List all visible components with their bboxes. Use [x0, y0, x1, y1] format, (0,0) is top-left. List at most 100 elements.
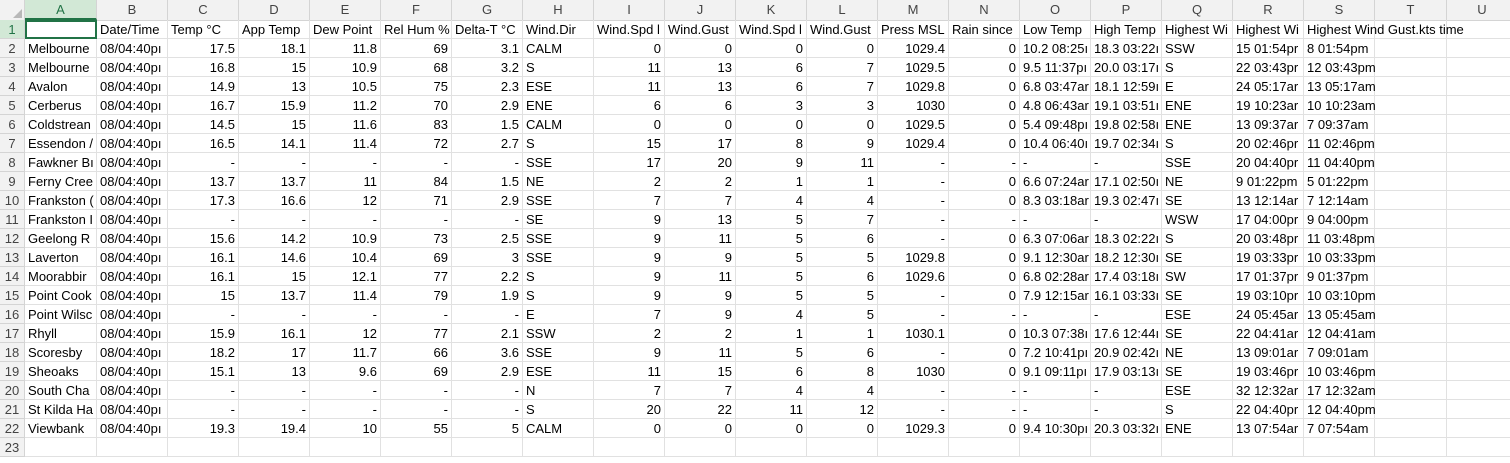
cell-b16[interactable]: 08/04:40pı: [97, 305, 168, 324]
cell-m16[interactable]: -: [878, 305, 949, 324]
cell-r23[interactable]: [1233, 438, 1304, 457]
column-header-a[interactable]: A: [25, 0, 97, 20]
cell-q4[interactable]: E: [1162, 77, 1233, 96]
cell-d14[interactable]: 15: [239, 267, 310, 286]
cell-t18[interactable]: [1375, 343, 1447, 362]
cell-e13[interactable]: 10.4: [310, 248, 381, 267]
cell-m19[interactable]: 1030: [878, 362, 949, 381]
cell-k10[interactable]: 4: [736, 191, 807, 210]
cell-l18[interactable]: 6: [807, 343, 878, 362]
cell-t9[interactable]: [1375, 172, 1447, 191]
cell-s4[interactable]: 13 05:17am: [1304, 77, 1376, 96]
cell-o4[interactable]: 6.8 03:47ar: [1020, 77, 1091, 96]
cell-i11[interactable]: 9: [594, 210, 665, 229]
cell-t5[interactable]: [1375, 96, 1447, 115]
cell-u17[interactable]: [1447, 324, 1510, 343]
cell-f20[interactable]: -: [381, 381, 452, 400]
cell-q13[interactable]: SE: [1162, 248, 1233, 267]
cell-m13[interactable]: 1029.8: [878, 248, 949, 267]
cell-g18[interactable]: 3.6: [452, 343, 523, 362]
cell-i6[interactable]: 0: [594, 115, 665, 134]
column-header-s[interactable]: S: [1304, 0, 1375, 20]
column-header-k[interactable]: K: [736, 0, 807, 20]
cell-c11[interactable]: -: [168, 210, 239, 229]
cell-u16[interactable]: [1447, 305, 1510, 324]
cell-h5[interactable]: ENE: [523, 96, 594, 115]
cell-p11[interactable]: -: [1091, 210, 1162, 229]
cell-c10[interactable]: 17.3: [168, 191, 239, 210]
cell-k11[interactable]: 5: [736, 210, 807, 229]
row-header[interactable]: 19: [0, 362, 25, 381]
cell-r12[interactable]: 20 03:48pr: [1233, 229, 1304, 248]
cell-h10[interactable]: SSE: [523, 191, 594, 210]
cell-j17[interactable]: 2: [665, 324, 736, 343]
cell-k7[interactable]: 8: [736, 134, 807, 153]
cell-b3[interactable]: 08/04:40pı: [97, 58, 168, 77]
cell-m14[interactable]: 1029.6: [878, 267, 949, 286]
cell-c21[interactable]: -: [168, 400, 239, 419]
row-header[interactable]: 7: [0, 134, 25, 153]
cell-q10[interactable]: SE: [1162, 191, 1233, 210]
cell-r15[interactable]: 19 03:10pr: [1233, 286, 1304, 305]
cell-q23[interactable]: [1162, 438, 1233, 457]
cell-r19[interactable]: 19 03:46pr: [1233, 362, 1304, 381]
cell-n12[interactable]: 0: [949, 229, 1020, 248]
cell-c23[interactable]: [168, 438, 239, 457]
cell-m12[interactable]: -: [878, 229, 949, 248]
cell-j5[interactable]: 6: [665, 96, 736, 115]
cell-h20[interactable]: N: [523, 381, 594, 400]
cell-d3[interactable]: 15: [239, 58, 310, 77]
cell-f11[interactable]: -: [381, 210, 452, 229]
cell-g17[interactable]: 2.1: [452, 324, 523, 343]
cell-n16[interactable]: -: [949, 305, 1020, 324]
cell-u15[interactable]: [1447, 286, 1510, 305]
cell-h23[interactable]: [523, 438, 594, 457]
cell-g19[interactable]: 2.9: [452, 362, 523, 381]
cell-t7[interactable]: [1375, 134, 1447, 153]
cell-h12[interactable]: SSE: [523, 229, 594, 248]
cell-n7[interactable]: 0: [949, 134, 1020, 153]
cell-t13[interactable]: [1375, 248, 1447, 267]
row-header[interactable]: 16: [0, 305, 25, 324]
row-header[interactable]: 17: [0, 324, 25, 343]
cell-p22[interactable]: 20.3 03:32ı: [1091, 419, 1162, 438]
cell-f15[interactable]: 79: [381, 286, 452, 305]
cell-b20[interactable]: 08/04:40pı: [97, 381, 168, 400]
cell-m10[interactable]: -: [878, 191, 949, 210]
cell-p20[interactable]: -: [1091, 381, 1162, 400]
cell-s15[interactable]: 10 03:10pm: [1304, 286, 1376, 305]
cell-a6[interactable]: Coldstrean: [25, 115, 97, 134]
cell-p10[interactable]: 19.3 02:47ı: [1091, 191, 1162, 210]
cell-l7[interactable]: 9: [807, 134, 878, 153]
cell-j19[interactable]: 15: [665, 362, 736, 381]
cell-f10[interactable]: 71: [381, 191, 452, 210]
cell-d16[interactable]: -: [239, 305, 310, 324]
cell-i22[interactable]: 0: [594, 419, 665, 438]
cell-r10[interactable]: 13 12:14ar: [1233, 191, 1304, 210]
cell-p14[interactable]: 17.4 03:18ı: [1091, 267, 1162, 286]
cell-o9[interactable]: 6.6 07:24ar: [1020, 172, 1091, 191]
cell-i5[interactable]: 6: [594, 96, 665, 115]
cell-b11[interactable]: 08/04:40pı: [97, 210, 168, 229]
cell-d11[interactable]: -: [239, 210, 310, 229]
cell-e15[interactable]: 11.4: [310, 286, 381, 305]
cell-r1[interactable]: Highest Wi: [1233, 20, 1304, 39]
cell-d17[interactable]: 16.1: [239, 324, 310, 343]
cell-u9[interactable]: [1447, 172, 1510, 191]
cell-q3[interactable]: S: [1162, 58, 1233, 77]
cell-q6[interactable]: ENE: [1162, 115, 1233, 134]
cell-d22[interactable]: 19.4: [239, 419, 310, 438]
cell-c2[interactable]: 17.5: [168, 39, 239, 58]
cell-t3[interactable]: [1375, 58, 1447, 77]
cell-l17[interactable]: 1: [807, 324, 878, 343]
column-header-j[interactable]: J: [665, 0, 736, 20]
cell-j13[interactable]: 9: [665, 248, 736, 267]
cell-m2[interactable]: 1029.4: [878, 39, 949, 58]
cell-m15[interactable]: -: [878, 286, 949, 305]
cell-q14[interactable]: SW: [1162, 267, 1233, 286]
cell-i16[interactable]: 7: [594, 305, 665, 324]
cell-t6[interactable]: [1375, 115, 1447, 134]
cell-p3[interactable]: 20.0 03:17ı: [1091, 58, 1162, 77]
cell-h22[interactable]: CALM: [523, 419, 594, 438]
cell-a15[interactable]: Point Cook: [25, 286, 97, 305]
